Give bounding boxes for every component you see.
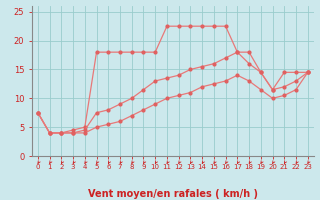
Text: Vent moyen/en rafales ( km/h ): Vent moyen/en rafales ( km/h ) bbox=[88, 189, 258, 199]
